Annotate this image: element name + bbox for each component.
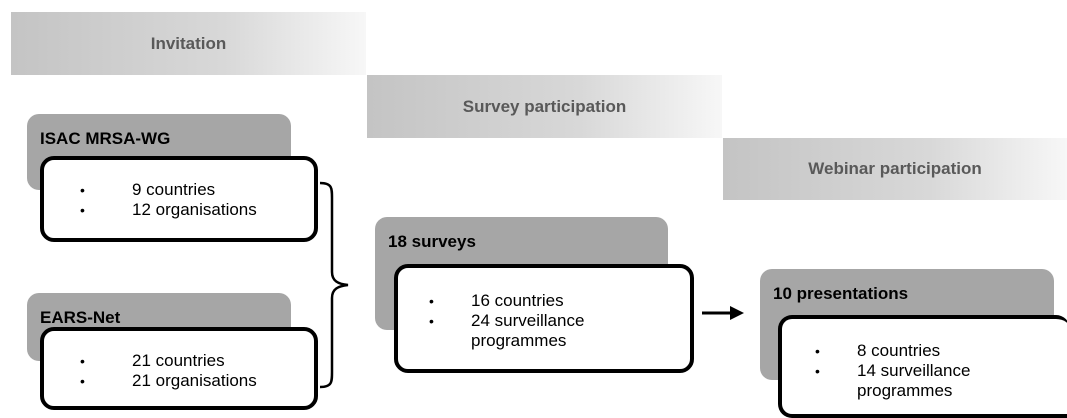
stage-band-webinar: Webinar participation bbox=[723, 138, 1067, 200]
presentations-group-title: 10 presentations bbox=[773, 284, 909, 303]
ears-item-countries: • 21 countries bbox=[80, 351, 225, 370]
flow-arrow bbox=[702, 306, 744, 320]
merge-bracket bbox=[319, 181, 349, 389]
presentations-item-programmes: • 14 surveillance programmes bbox=[815, 361, 971, 400]
surveys-details-box: • 16 countries • 24 surveillance program… bbox=[394, 264, 694, 373]
stage-label-survey: Survey participation bbox=[462, 96, 627, 116]
presentations-item-countries: • 8 countries bbox=[815, 341, 941, 360]
ears-details-box: • 21 countries • 21 organisations bbox=[40, 327, 318, 410]
surveys-group-title: 18 surveys bbox=[388, 232, 476, 251]
isac-item-organisations: • 12 organisations bbox=[80, 200, 257, 219]
isac-details-box: • 9 countries • 12 organisations bbox=[40, 156, 318, 242]
stage-band-invitation: Invitation bbox=[11, 12, 366, 75]
ears-group-title: EARS-Net bbox=[40, 308, 121, 327]
stage-label-webinar: Webinar participation bbox=[808, 159, 982, 178]
presentations-details-box: • 8 countries • 14 surveillance programm… bbox=[778, 315, 1067, 418]
surveys-item-programmes: • 24 surveillance programmes bbox=[429, 311, 585, 350]
ears-item-organisations: • 21 organisations bbox=[80, 371, 257, 390]
isac-group-title: ISAC MRSA-WG bbox=[40, 129, 171, 148]
isac-item-countries: • 9 countries bbox=[80, 180, 216, 199]
stage-band-survey: Survey participation bbox=[367, 75, 722, 138]
stage-label-invitation: Invitation bbox=[150, 33, 227, 53]
surveys-item-countries: • 16 countries bbox=[429, 291, 564, 310]
